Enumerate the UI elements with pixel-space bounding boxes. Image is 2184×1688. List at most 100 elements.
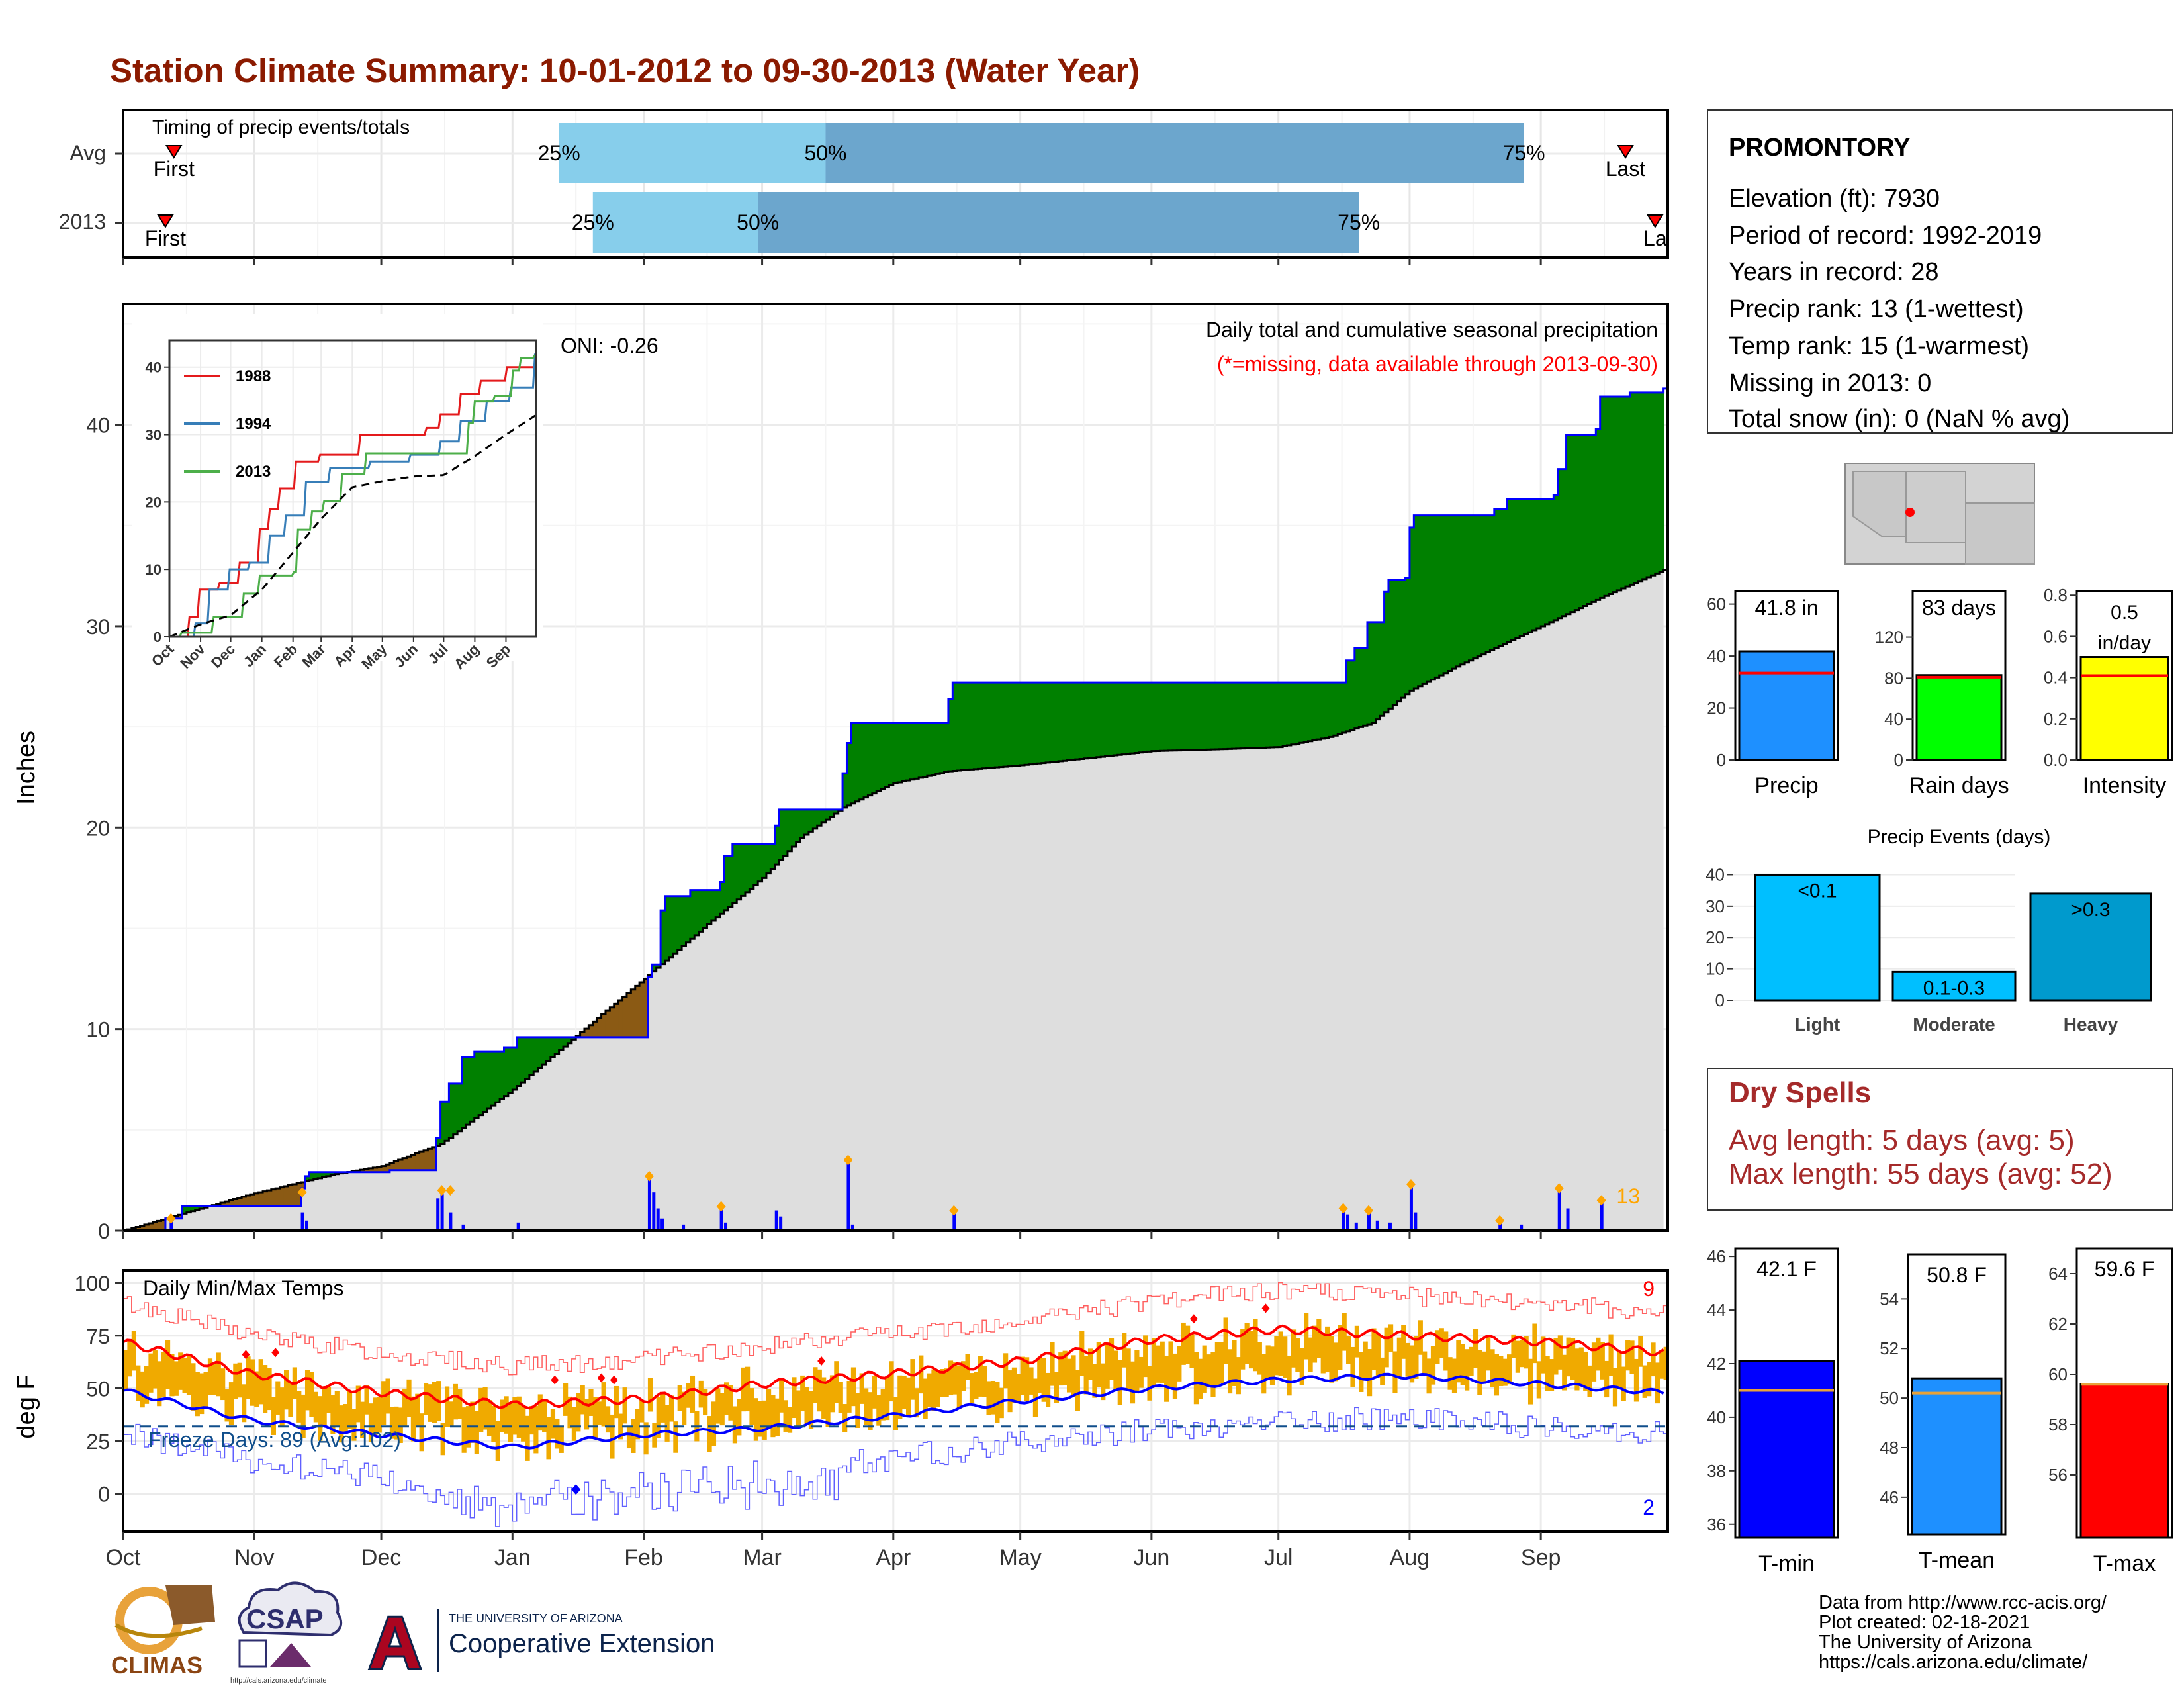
daily-temp-bar [647,1377,653,1412]
daily-temp-bar [279,1387,285,1427]
daily-temp-bar [1486,1337,1491,1371]
daily-temp-bar [910,1359,915,1400]
below-average-area [237,1197,242,1207]
below-average-area [292,1184,297,1207]
below-average-area [631,989,636,1037]
below-average-area [173,1216,179,1219]
daily-temp-bar [1481,1351,1486,1383]
above-average-area [1409,527,1414,691]
daily-temp-bar [656,1397,661,1438]
daily-temp-bar [1659,1350,1664,1379]
daily-temp-bar [461,1407,467,1453]
above-average-area [846,743,852,806]
temp-bar-category-label: T-min [1758,1551,1815,1576]
below-average-area [398,1160,403,1170]
daily-temp-bar [1054,1372,1059,1403]
inset-line-1988 [169,366,535,638]
above-average-area [1041,682,1046,763]
daily-temp-bar [1439,1328,1444,1358]
summary-value-unit: in/day [2098,632,2151,654]
above-average-area [1338,682,1343,735]
daily-temp-bar [1401,1325,1406,1359]
daily-temp-bar [1278,1331,1283,1376]
daily-temp-bar [415,1393,420,1427]
month-label-dec: Dec [361,1545,401,1570]
daily-temp-bar [1574,1348,1580,1391]
above-average-area [516,1037,522,1086]
above-average-area [550,1037,555,1058]
daily-temp-bar [956,1365,962,1409]
summary-ytick-label: 0.2 [2044,709,2068,729]
daily-temp-bar [762,1400,767,1440]
above-average-area [1248,682,1253,749]
daily-temp-bar [774,1398,780,1436]
daily-temp-bar [1046,1372,1051,1407]
daily-temp-bar [165,1340,171,1389]
above-average-area [1151,682,1156,751]
station-location-dot [1905,508,1915,517]
temp-bar-value-label: 42.1 F [1756,1257,1817,1281]
below-average-area [402,1158,408,1170]
summary-ytick-label: 20 [1707,698,1726,718]
temp-bar-t-max [2079,1383,2169,1539]
precip-fills [123,387,1668,1232]
daily-temp-bar [682,1391,687,1425]
summary-value-label: 41.8 in [1754,596,1818,620]
daily-temp-bar [144,1366,150,1404]
daily-temp-bar [1092,1364,1097,1398]
daily-temp-bar [1198,1358,1203,1399]
daily-temp-bar [1545,1356,1550,1391]
ua-small-text: THE UNIVERSITY OF ARIZONA [449,1612,623,1625]
daily-precip-bar [440,1194,444,1231]
daily-temp-bar [1608,1334,1614,1376]
below-average-area [263,1191,268,1207]
daily-temp-bar [626,1425,632,1449]
daily-precip-bar [436,1198,440,1231]
station-years: Years in record: 28 [1729,258,1939,286]
daily-temp-bar [296,1391,302,1423]
above-average-area [563,1037,569,1047]
daily-temp-bar [601,1382,606,1427]
daily-temp-bar [550,1409,556,1439]
csap-logo: CSAP http://cals.arizona.edu/climate [230,1581,343,1685]
above-average-area [766,843,771,874]
daily-temp-bar [334,1391,340,1427]
above-average-area [910,723,915,780]
inset-lines [169,353,536,638]
above-average-area [796,809,801,843]
daily-temp-bar [1642,1365,1647,1398]
precip-ytick-label: 20 [86,816,110,840]
month-label-may: May [999,1545,1042,1570]
precip-events-chart: Precip Events (days) 010203040<0.1Light0… [1706,826,2152,1035]
daily-temp-bar [283,1370,289,1410]
below-average-area [643,978,649,1037]
above-average-area [1435,515,1440,678]
daily-temp-bar [1469,1346,1474,1376]
timing-row-avg-label: Avg [69,141,106,165]
daily-temp-bar [186,1355,192,1395]
daily-temp-bar [563,1383,569,1416]
daily-temp-bar [1075,1370,1080,1411]
daily-temp-bar [584,1399,590,1430]
above-average-area [885,723,890,788]
month-label-apr: Apr [876,1545,911,1570]
timing-frame [122,109,1669,259]
timing-last-label: Last [1606,157,1646,181]
daily-temp-bar [690,1375,696,1413]
daily-temp-bar [1447,1357,1453,1390]
event-marker [445,1185,455,1196]
temp-bar-ytick-label: 44 [1707,1300,1726,1320]
above-average-area [1350,660,1355,730]
above-average-area [919,723,924,778]
summary-ytick-label: 0.8 [2044,585,2068,605]
below-average-area [605,1011,610,1037]
above-average-area [1342,682,1347,733]
above-average-area [1363,648,1368,726]
map-newmexico-shape [1905,471,1966,543]
above-average-area [715,890,721,917]
dry-spells-avg: Avg length: 5 days (avg: 5) [1729,1124,2075,1156]
timing-bar-q50-q75 [825,123,1524,183]
daily-temp-bar [618,1413,623,1440]
above-average-area [1532,499,1537,631]
summary-bar-rain-days [1915,674,2003,761]
